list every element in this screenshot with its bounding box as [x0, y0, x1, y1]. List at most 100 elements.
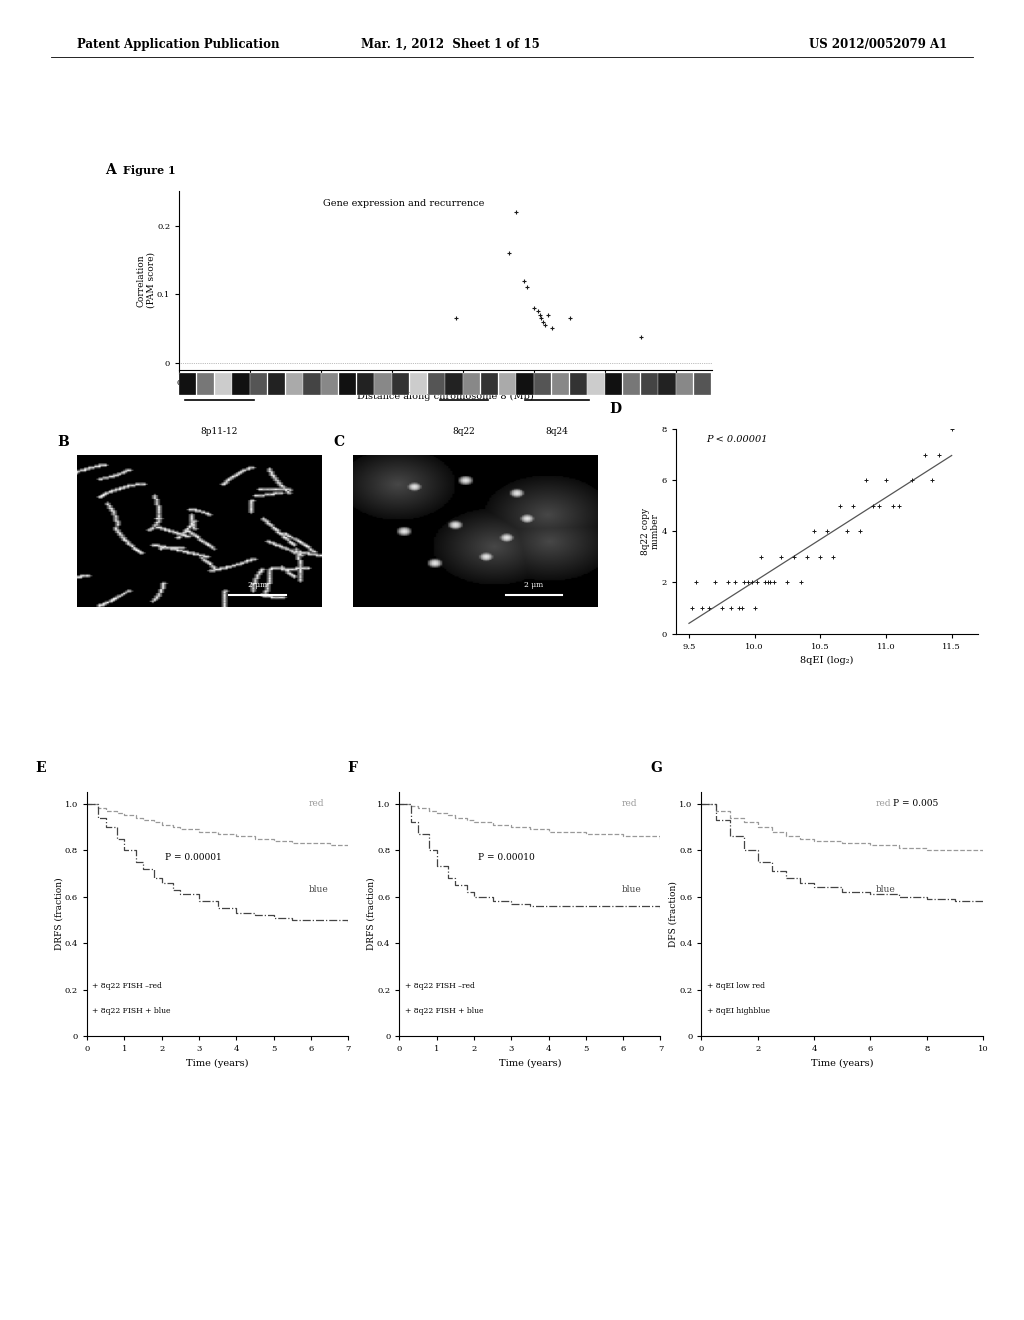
Y-axis label: 8q22 copy
number: 8q22 copy number — [641, 508, 659, 554]
Point — [633, 326, 649, 347]
Bar — [516, 374, 534, 395]
Point — [779, 572, 796, 593]
Point — [852, 520, 868, 541]
Point — [793, 572, 809, 593]
Point — [731, 598, 748, 619]
Point — [931, 444, 947, 465]
Text: P < 0.00001: P < 0.00001 — [707, 436, 768, 444]
Point — [773, 546, 790, 568]
Point — [864, 495, 881, 516]
Text: A: A — [104, 162, 116, 177]
Text: 8q22: 8q22 — [453, 426, 475, 436]
Text: red: red — [309, 800, 325, 808]
Point — [723, 598, 739, 619]
Text: Patent Application Publication: Patent Application Publication — [77, 38, 280, 51]
Bar — [552, 374, 569, 395]
Point — [858, 470, 874, 491]
Point — [501, 243, 517, 264]
X-axis label: 8qEI (log₂): 8qEI (log₂) — [800, 656, 854, 665]
Point — [526, 297, 543, 318]
Text: P = 0.005: P = 0.005 — [893, 800, 938, 808]
Bar — [215, 374, 231, 395]
Point — [757, 572, 773, 593]
Point — [541, 304, 557, 325]
X-axis label: Distance along chromosome 8 (Mb): Distance along chromosome 8 (Mb) — [357, 392, 534, 401]
Text: Gene expression and recurrence: Gene expression and recurrence — [323, 198, 484, 207]
Point — [760, 572, 776, 593]
Text: G: G — [651, 762, 663, 775]
Bar — [658, 374, 676, 395]
Text: 8q24: 8q24 — [546, 426, 568, 436]
Point — [714, 598, 730, 619]
Text: + 8qEI low red: + 8qEI low red — [707, 982, 765, 990]
Point — [544, 318, 560, 339]
Point — [707, 572, 723, 593]
Point — [727, 572, 743, 593]
Text: blue: blue — [877, 884, 896, 894]
Point — [762, 572, 778, 593]
Point — [799, 546, 815, 568]
Point — [924, 470, 940, 491]
Point — [885, 495, 901, 516]
Text: + 8q22 FISH + blue: + 8q22 FISH + blue — [404, 1007, 483, 1015]
Point — [750, 572, 766, 593]
Text: P = 0.00010: P = 0.00010 — [477, 853, 535, 862]
Bar — [623, 374, 640, 395]
Point — [753, 546, 769, 568]
Bar — [392, 374, 410, 395]
Point — [819, 520, 836, 541]
Bar — [463, 374, 480, 395]
Bar — [356, 374, 374, 395]
Point — [519, 277, 536, 298]
Point — [746, 598, 763, 619]
Point — [785, 546, 802, 568]
Text: 2 μm: 2 μm — [248, 581, 267, 589]
Text: + 8qEI highblue: + 8qEI highblue — [707, 1007, 770, 1015]
Bar — [445, 374, 463, 395]
Text: P = 0.00001: P = 0.00001 — [166, 853, 222, 862]
Point — [531, 304, 548, 325]
Point — [687, 572, 703, 593]
Text: E: E — [35, 762, 45, 775]
Point — [515, 271, 531, 292]
Point — [720, 572, 736, 593]
Point — [891, 495, 907, 516]
Bar — [303, 374, 321, 395]
Bar — [286, 374, 303, 395]
Bar — [641, 374, 657, 395]
Text: blue: blue — [622, 884, 641, 894]
Text: Mar. 1, 2012  Sheet 1 of 15: Mar. 1, 2012 Sheet 1 of 15 — [361, 38, 540, 51]
Point — [733, 598, 750, 619]
Point — [806, 520, 822, 541]
X-axis label: Time (years): Time (years) — [811, 1059, 873, 1068]
Point — [839, 520, 855, 541]
Bar — [535, 374, 551, 395]
Point — [871, 495, 888, 516]
Bar — [179, 374, 197, 395]
Y-axis label: Correlation
(PAM score): Correlation (PAM score) — [136, 252, 156, 309]
Text: + 8q22 FISH –red: + 8q22 FISH –red — [92, 982, 162, 990]
Point — [743, 572, 760, 593]
Bar — [428, 374, 444, 395]
Point — [740, 572, 757, 593]
Bar — [339, 374, 356, 395]
Point — [535, 312, 551, 333]
Bar — [197, 374, 214, 395]
X-axis label: Time (years): Time (years) — [186, 1059, 249, 1068]
Text: F: F — [347, 762, 357, 775]
Bar — [232, 374, 250, 395]
Point — [904, 470, 921, 491]
Point — [683, 598, 699, 619]
Bar — [250, 374, 267, 395]
Point — [766, 572, 782, 593]
Point — [537, 314, 553, 335]
X-axis label: Time (years): Time (years) — [499, 1059, 561, 1068]
Bar — [481, 374, 498, 395]
Text: B: B — [57, 436, 69, 449]
Point — [561, 308, 578, 329]
Point — [529, 301, 546, 322]
Text: US 2012/0052079 A1: US 2012/0052079 A1 — [809, 38, 947, 51]
Bar — [694, 374, 711, 395]
Point — [943, 418, 959, 440]
Bar — [322, 374, 338, 395]
